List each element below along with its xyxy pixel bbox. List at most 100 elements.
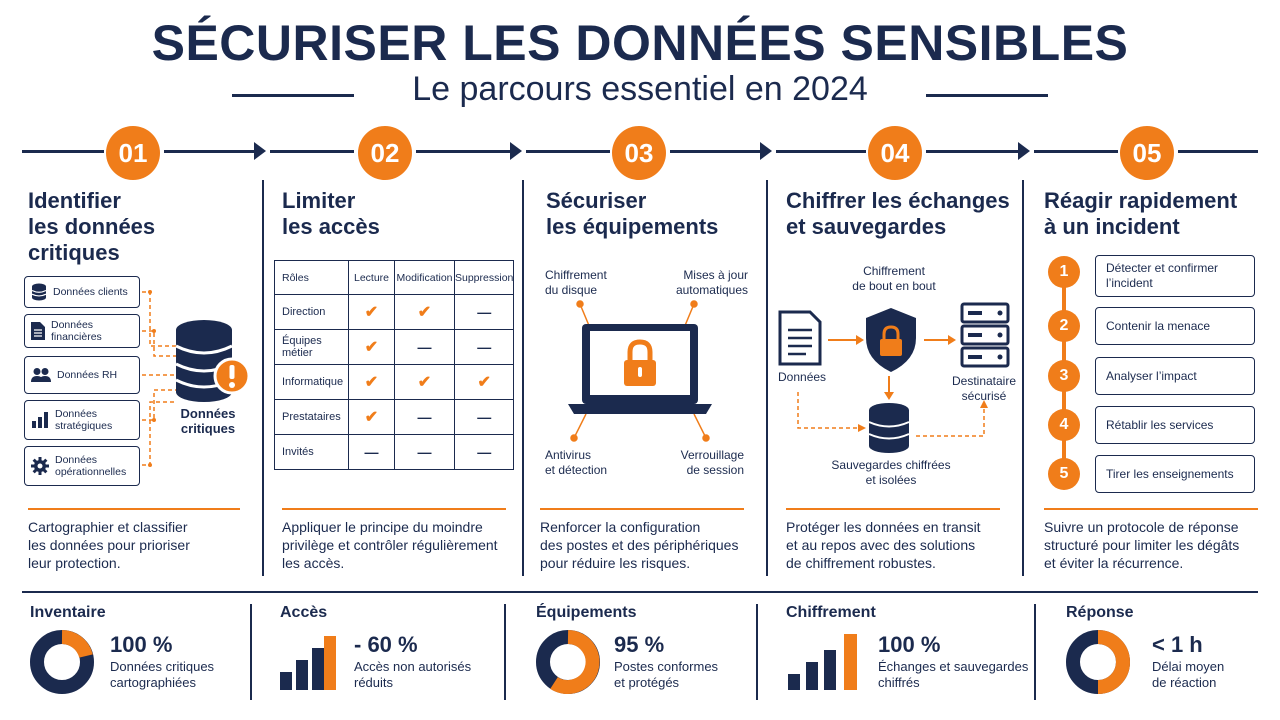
data-item-strategic: Données stratégiques bbox=[24, 400, 140, 440]
dash-icon: — bbox=[477, 304, 492, 320]
table-cell-permission: — bbox=[394, 434, 455, 470]
kpi-desc-inventory: Données critiques cartographiées bbox=[110, 659, 215, 690]
timeline-segment bbox=[526, 150, 610, 153]
data-flow-connectors bbox=[142, 290, 176, 467]
kpi-divider bbox=[22, 591, 1258, 593]
timeline-segment bbox=[670, 150, 760, 153]
subtitle-rule-right bbox=[926, 94, 1048, 97]
encryption-flow-diagram bbox=[778, 302, 1010, 453]
table-cell-permission: — bbox=[453, 434, 515, 470]
dash-icon: — bbox=[477, 409, 492, 425]
data-item-clients: Données clients bbox=[24, 276, 140, 308]
database-icon bbox=[31, 283, 47, 301]
table-cell-role: Prestataires bbox=[274, 399, 349, 435]
gear-icon bbox=[31, 457, 49, 475]
encryption-label: Chiffrement de bout en bout bbox=[852, 264, 936, 293]
data-item-label: Données stratégiques bbox=[55, 408, 113, 432]
step-2-title: Limiter les accès bbox=[282, 188, 380, 239]
table-cell-role: Invités bbox=[274, 434, 349, 470]
step-1-description: Cartographier et classifier les données … bbox=[28, 519, 190, 571]
table-cell-permission: ✔ bbox=[453, 364, 515, 400]
data-item-label: Données RH bbox=[57, 369, 118, 381]
kpi-separator bbox=[1034, 604, 1036, 700]
timeline-arrow-icon bbox=[510, 142, 522, 160]
kpi-value-access: - 60 % bbox=[354, 632, 418, 657]
laptop-lock-icon bbox=[568, 300, 712, 442]
step-1-rule bbox=[28, 508, 240, 510]
page-title: SÉCURISER LES DONNÉES SENSIBLES bbox=[151, 15, 1129, 71]
kpi-label-equipment: Équipements bbox=[536, 604, 637, 621]
response-step-3: Analyser l’impact bbox=[1095, 357, 1255, 395]
response-step-number: 3 bbox=[1048, 360, 1080, 392]
step-2-description: Appliquer le principe du moindre privilè… bbox=[282, 519, 498, 571]
step-number-1: 01 bbox=[106, 126, 160, 180]
table-cell-role: Informatique bbox=[274, 364, 349, 400]
dash-icon: — bbox=[417, 409, 432, 425]
response-step-4: Rétablir les services bbox=[1095, 406, 1255, 444]
timeline-arrow-icon bbox=[1018, 142, 1030, 160]
step-2-rule bbox=[282, 508, 506, 510]
kpi-label-inventory: Inventaire bbox=[30, 604, 106, 621]
step-3-description: Renforcer la configuration des postes et… bbox=[540, 519, 739, 571]
table-row: Invités — — — bbox=[274, 434, 515, 470]
dash-icon: — bbox=[364, 444, 379, 460]
step-4-title: Chiffrer les échanges et sauvegardes bbox=[786, 188, 1010, 239]
step-5-title: Réagir rapidement à un incident bbox=[1044, 188, 1238, 239]
table-cell-permission: ✔ bbox=[394, 364, 455, 400]
kpi-separator bbox=[756, 604, 758, 700]
data-item-hr: Données RH bbox=[24, 356, 140, 394]
response-step-number: 4 bbox=[1048, 409, 1080, 441]
data-item-financial: Données financières bbox=[24, 314, 140, 348]
dash-icon: — bbox=[477, 444, 492, 460]
table-header: Rôles bbox=[274, 260, 349, 295]
response-step-1: Détecter et confirmer l’incident bbox=[1095, 255, 1255, 297]
step-number-4: 04 bbox=[868, 126, 922, 180]
kpi-label-response: Réponse bbox=[1066, 604, 1134, 621]
check-icon: ✔ bbox=[364, 374, 379, 391]
page-subtitle: Le parcours essentiel en 2024 bbox=[412, 70, 868, 108]
backups-label: Sauvegardes chiffrées et isolées bbox=[831, 458, 951, 487]
step-number-5: 05 bbox=[1120, 126, 1174, 180]
table-cell-role: Direction bbox=[274, 294, 349, 330]
timeline-segment bbox=[164, 150, 254, 153]
table-cell-permission: — bbox=[394, 329, 455, 365]
timeline-segment bbox=[22, 150, 104, 153]
subtitle-rule-left bbox=[232, 94, 354, 97]
step-4-description: Protéger les données en transit et au re… bbox=[786, 519, 981, 571]
kpi-separator bbox=[504, 604, 506, 700]
response-step-number: 1 bbox=[1048, 256, 1080, 288]
table-cell-permission: — bbox=[394, 399, 455, 435]
session-lock-label: Verrouillage de session bbox=[680, 448, 744, 477]
step-number-2: 02 bbox=[358, 126, 412, 180]
table-cell-permission: ✔ bbox=[348, 399, 395, 435]
data-item-label: Données clients bbox=[53, 286, 128, 298]
step-5-rule bbox=[1044, 508, 1258, 510]
table-row: Équipes métier ✔ — — bbox=[274, 329, 515, 365]
check-icon: ✔ bbox=[364, 339, 379, 356]
auto-updates-label: Mises à jour automatiques bbox=[675, 268, 748, 297]
table-row: Prestataires ✔ — — bbox=[274, 399, 515, 435]
kpi-label-access: Accès bbox=[280, 604, 328, 621]
step-3-title: Sécuriser les équipements bbox=[546, 188, 719, 239]
table-header: Modification bbox=[394, 260, 455, 295]
data-item-label: Données opérationnelles bbox=[55, 454, 127, 478]
step-5-description: Suivre un protocole de réponse structuré… bbox=[1044, 519, 1240, 571]
kpi-value-equipment: 95 % bbox=[614, 632, 665, 657]
timeline-arrow-icon bbox=[254, 142, 266, 160]
table-cell-permission: ✔ bbox=[394, 294, 455, 330]
column-divider bbox=[1022, 180, 1024, 576]
table-cell-permission: ✔ bbox=[348, 329, 395, 365]
timeline-segment bbox=[1034, 150, 1118, 153]
antivirus-label: Antivirus et détection bbox=[545, 448, 608, 477]
step-4-rule bbox=[786, 508, 1000, 510]
step-1-title: Identifier les données critiques bbox=[28, 188, 156, 265]
timeline-segment bbox=[926, 150, 1018, 153]
check-icon: ✔ bbox=[477, 374, 491, 391]
check-icon: ✔ bbox=[364, 304, 379, 321]
column-divider bbox=[766, 180, 768, 576]
dash-icon: — bbox=[417, 444, 432, 460]
timeline-segment bbox=[776, 150, 866, 153]
check-icon: ✔ bbox=[364, 409, 379, 426]
data-item-operational: Données opérationnelles bbox=[24, 446, 140, 486]
kpi-separator bbox=[250, 604, 252, 700]
